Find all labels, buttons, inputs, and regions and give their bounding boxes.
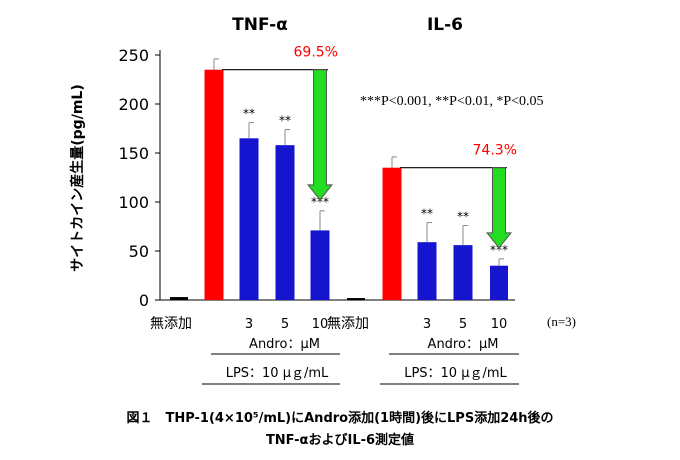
x-tick-label-control: 無添加 [327,316,369,332]
x-tick-label: 3 [423,317,431,332]
data-bar [204,69,224,300]
group-title: TNF-α [232,15,288,35]
lps-concentration-label: LPS：10 μｇ/mL [226,366,329,381]
significance-marker: ** [421,207,433,221]
x-tick-label: 5 [281,317,289,332]
significance-marker: ** [279,113,291,127]
lps-concentration-label: LPS：10 μｇ/mL [404,366,507,381]
y-tick-label: 150 [118,144,149,163]
data-bar [490,265,508,300]
reduction-percent-label: 74.3% [473,143,517,159]
y-tick-label: 250 [118,46,149,65]
x-tick-label: 10 [312,317,329,332]
data-bar [310,230,330,300]
significance-marker: ** [457,210,469,224]
y-tick-label: 200 [118,95,149,114]
significance-marker: *** [311,195,329,209]
caption-line-1: 図１ THP-1(4×10⁵/mL)にAndro添加(1時間)後にLPS添加24… [126,410,553,426]
data-bar [239,138,259,300]
andro-concentration-label: Andro：μM [428,337,499,352]
data-bar [453,245,473,300]
caption-line-2: TNF-αおよびIL-6測定値 [266,432,414,448]
data-bar-control [170,297,188,300]
significance-marker: *** [490,243,508,257]
significance-note: ***P<0.001, **P<0.01, *P<0.05 [360,94,544,109]
x-tick-label: 5 [459,317,467,332]
y-tick-label: 50 [129,242,149,261]
significance-marker: ** [243,107,255,121]
reduction-arrow [485,167,513,249]
sample-size-note: (n=3) [547,314,576,329]
data-bar [417,242,437,300]
reduction-percent-label: 69.5% [294,45,338,61]
y-tick-label: 0 [139,291,149,310]
x-tick-label: 3 [245,317,253,332]
data-bar-control [347,298,365,301]
x-tick-label-control: 無添加 [150,316,192,332]
data-bar [382,167,402,300]
y-tick-label: 100 [118,193,149,212]
andro-concentration-label: Andro：μM [249,337,320,352]
reduction-arrow [306,69,334,201]
x-tick-label: 10 [491,317,508,332]
group-title: IL-6 [427,15,463,35]
data-bar [275,145,295,300]
y-axis-label: サイトカイン産生量(pg/mL) [69,84,86,271]
